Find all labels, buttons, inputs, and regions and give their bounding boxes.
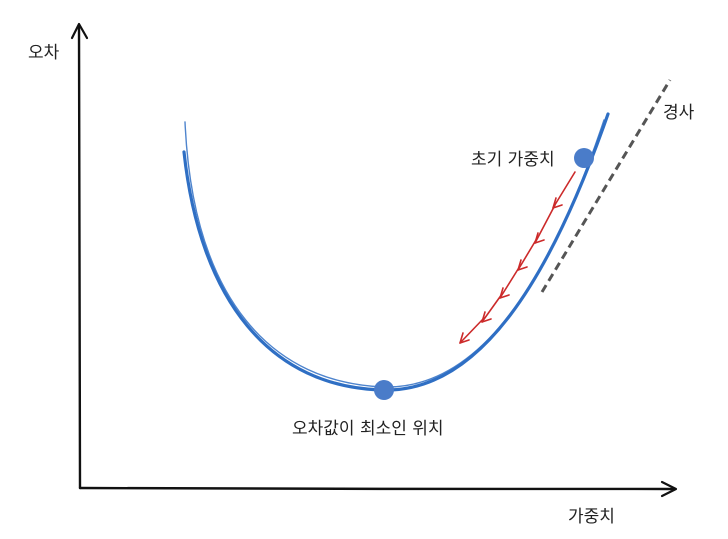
initial-weight-label: 초기 가중치 xyxy=(471,150,555,170)
gradient-tangent-line xyxy=(540,79,672,293)
minimum-label: 오차값이 최소인 위치 xyxy=(292,419,444,439)
descent-arrow-2 xyxy=(534,204,556,244)
descent-arrow-5 xyxy=(481,293,503,323)
descent-arrow-3 xyxy=(517,239,537,271)
initial-weight-point xyxy=(574,148,594,168)
descent-arrow-4 xyxy=(499,265,521,299)
y-axis-line xyxy=(77,24,82,490)
x-axis-line xyxy=(78,486,675,491)
descent-steps xyxy=(459,171,576,344)
gradient-label: 경사 xyxy=(663,103,695,123)
descent-arrow-6 xyxy=(459,317,485,344)
minimum-point xyxy=(374,380,394,400)
y-axis-label: 오차 xyxy=(28,43,60,63)
axes xyxy=(70,22,678,498)
y-axis-arrowhead xyxy=(70,22,89,40)
x-axis-arrowhead xyxy=(660,480,678,498)
x-axis-label: 가중치 xyxy=(568,507,615,527)
